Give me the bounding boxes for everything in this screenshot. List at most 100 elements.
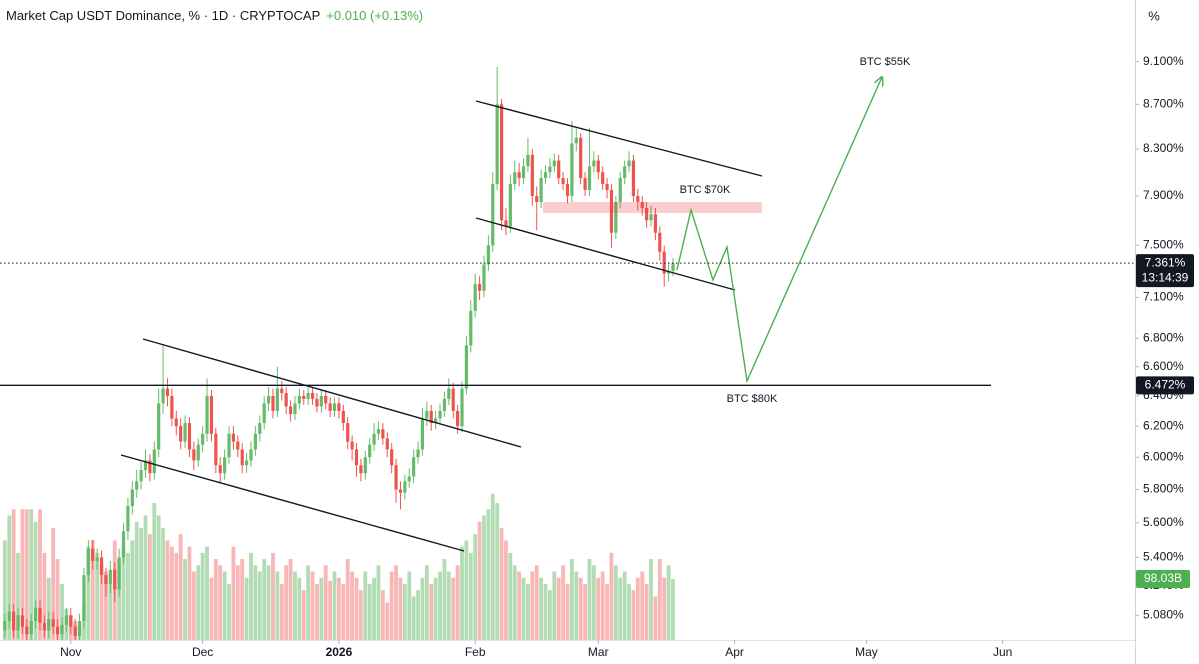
volume-bar bbox=[187, 546, 192, 640]
candle-body bbox=[113, 569, 117, 590]
candle-body bbox=[552, 160, 556, 167]
candle-body bbox=[183, 423, 187, 442]
volume-bar bbox=[288, 559, 293, 640]
volume-bar bbox=[24, 509, 29, 640]
volume-bar bbox=[165, 540, 170, 640]
volume-bar bbox=[200, 552, 205, 640]
candle-body bbox=[275, 388, 279, 411]
last-price-box bbox=[1136, 254, 1194, 288]
volume-bar bbox=[337, 577, 341, 640]
price-axis-panel bbox=[1135, 0, 1199, 664]
volume-bar bbox=[279, 583, 284, 640]
candle-body bbox=[592, 160, 596, 167]
x-tick-label: 2026 bbox=[326, 645, 353, 659]
candle-body bbox=[385, 438, 389, 450]
volume-bar bbox=[231, 546, 236, 640]
volume-bar bbox=[29, 509, 34, 640]
resistance-zone bbox=[543, 202, 762, 213]
candle-body bbox=[218, 465, 222, 474]
candle-body bbox=[148, 460, 152, 474]
candle-body bbox=[253, 433, 257, 450]
candle-body bbox=[209, 395, 214, 434]
candle-body bbox=[363, 457, 367, 474]
candle-body bbox=[429, 410, 433, 424]
volume-bar bbox=[446, 571, 451, 640]
volume-bar bbox=[600, 571, 605, 640]
volume-bar bbox=[556, 577, 561, 640]
volume-bar bbox=[486, 509, 491, 640]
candle-body bbox=[420, 418, 425, 450]
candle-body bbox=[469, 310, 473, 346]
candle-body bbox=[157, 403, 161, 450]
candle-body bbox=[403, 481, 407, 493]
candle-body bbox=[86, 548, 90, 576]
annotation: BTC $70K bbox=[680, 184, 731, 196]
volume-bar bbox=[99, 565, 104, 640]
volume-layer bbox=[2, 493, 675, 640]
header: Market Cap USDT Dominance, % · 1D · CRYP… bbox=[6, 8, 423, 23]
candle-body bbox=[47, 619, 51, 631]
volume-bar bbox=[161, 527, 165, 640]
candle-body bbox=[667, 270, 671, 274]
level-label-box bbox=[1136, 376, 1194, 395]
volume-bar bbox=[416, 590, 420, 640]
volume-bar bbox=[20, 509, 25, 640]
volume-bar bbox=[345, 559, 350, 640]
volume-bar bbox=[143, 515, 148, 640]
volume-bar bbox=[90, 540, 95, 640]
volume-bar bbox=[394, 565, 398, 640]
candle-body bbox=[104, 575, 108, 585]
candle-body bbox=[425, 410, 429, 419]
candle-body bbox=[548, 166, 552, 173]
volume-bar bbox=[253, 565, 258, 640]
volume-bar bbox=[275, 571, 280, 640]
candle-body bbox=[442, 398, 447, 411]
volume-bar bbox=[126, 552, 130, 640]
volume-bar bbox=[460, 546, 464, 640]
y-tick-label: 5.800% bbox=[1143, 482, 1184, 496]
volume-bar bbox=[596, 577, 601, 640]
volume-bar bbox=[495, 503, 500, 640]
volume-bar bbox=[473, 534, 478, 640]
y-tick-label: 5.400% bbox=[1143, 550, 1184, 564]
volume-bar bbox=[605, 583, 609, 640]
volume-bar bbox=[543, 583, 548, 640]
candle-body bbox=[587, 166, 592, 190]
candle-body bbox=[381, 429, 385, 439]
candle-body bbox=[574, 137, 578, 144]
volume-bar bbox=[367, 583, 372, 640]
candle-body bbox=[627, 160, 631, 167]
price-change: +0.010 (+0.13%) bbox=[326, 8, 424, 23]
y-tick-label: 8.300% bbox=[1143, 141, 1184, 155]
candle-body bbox=[517, 172, 521, 179]
y-tick-label: 6.200% bbox=[1143, 418, 1184, 432]
volume-bar bbox=[297, 577, 302, 640]
volume-bar bbox=[376, 565, 381, 640]
volume-bar bbox=[539, 577, 544, 640]
candle-body bbox=[271, 395, 275, 411]
volume-bar bbox=[328, 580, 333, 640]
candle-body bbox=[491, 184, 495, 246]
volume-bar bbox=[451, 577, 456, 640]
candle-body bbox=[16, 615, 20, 631]
axes: 5.080%5.240%5.400%5.600%5.800%6.000%6.20… bbox=[60, 54, 1184, 659]
candle-body bbox=[121, 531, 126, 558]
candle-body bbox=[51, 619, 55, 627]
candle-body bbox=[38, 607, 42, 623]
volume-bar bbox=[613, 565, 618, 640]
candle-body bbox=[394, 465, 398, 490]
candle-body bbox=[561, 178, 565, 185]
candle-body bbox=[640, 201, 644, 209]
candle-body bbox=[231, 433, 236, 442]
volume-bar bbox=[11, 509, 16, 640]
candle-body bbox=[284, 393, 288, 407]
candle-body bbox=[535, 195, 539, 202]
candle-body bbox=[288, 406, 293, 414]
volume-bar bbox=[420, 577, 425, 640]
candle-body bbox=[214, 433, 218, 466]
candle-body bbox=[69, 615, 73, 627]
volume-bar bbox=[618, 577, 623, 640]
candle-body bbox=[262, 403, 266, 424]
candle-body bbox=[390, 449, 394, 466]
